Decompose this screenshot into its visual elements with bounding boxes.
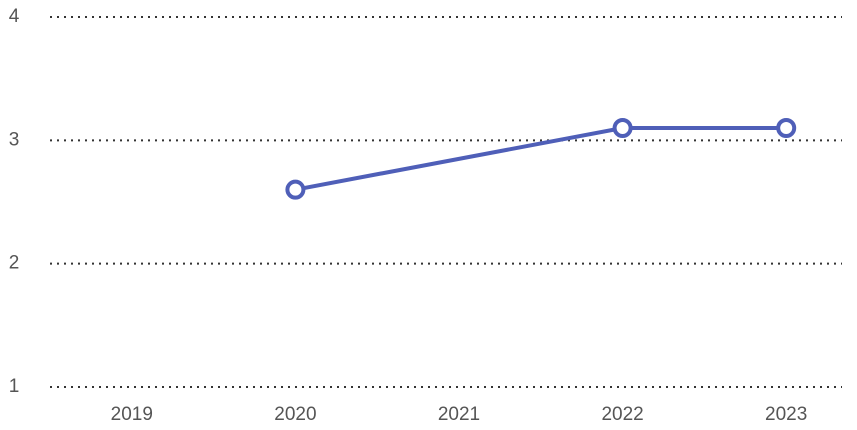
y-tick-label: 3 <box>9 129 20 150</box>
x-tick-label: 2023 <box>765 404 807 425</box>
x-tick-label: 2019 <box>111 404 153 425</box>
point <box>776 118 797 138</box>
point <box>612 118 633 138</box>
x-tick-label: 2021 <box>438 404 480 425</box>
y-tick-label: 2 <box>9 253 20 274</box>
y-tick-label: 1 <box>9 376 20 397</box>
x-tick-label: 2022 <box>601 404 643 425</box>
point <box>285 179 306 200</box>
line <box>295 126 787 192</box>
x-tick-label: 2020 <box>274 404 316 425</box>
y-tick-label: 4 <box>9 6 20 27</box>
